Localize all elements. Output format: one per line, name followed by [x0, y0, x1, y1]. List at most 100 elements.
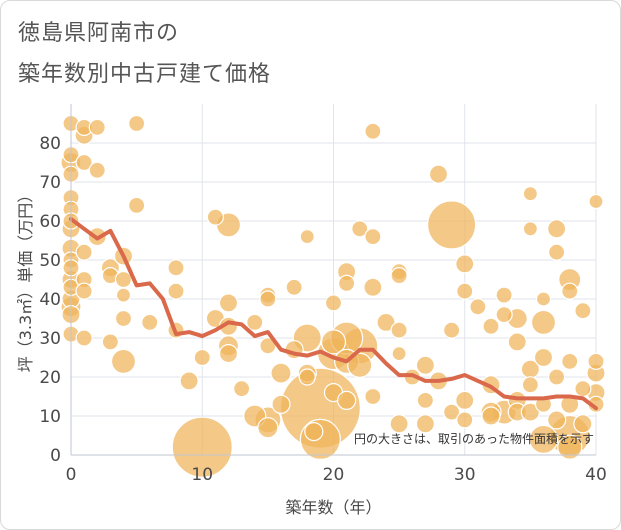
data-point: [114, 309, 133, 328]
data-point: [364, 387, 382, 406]
data-point: [391, 346, 407, 362]
y-tick-label: 70: [39, 173, 61, 193]
data-point: [389, 414, 409, 434]
data-point: [270, 362, 292, 384]
data-point: [141, 313, 159, 331]
data-point: [443, 321, 461, 339]
x-tick-label: 0: [66, 465, 77, 485]
data-point: [573, 414, 593, 434]
data-point: [304, 422, 324, 442]
x-tick-label: 10: [191, 465, 213, 485]
data-point: [456, 282, 474, 300]
data-point: [469, 298, 487, 316]
data-point: [390, 321, 408, 339]
data-point: [561, 352, 579, 370]
data-point: [416, 391, 434, 409]
data-point: [75, 329, 93, 347]
data-point: [364, 228, 382, 246]
data-point: [364, 122, 382, 140]
data-point: [533, 347, 554, 368]
data-point: [587, 352, 605, 370]
data-point: [257, 417, 279, 439]
y-tick-label: 20: [39, 368, 61, 388]
data-point: [415, 355, 435, 375]
data-point: [535, 291, 552, 307]
data-point: [75, 282, 93, 300]
data-point: [495, 306, 513, 324]
data-point: [415, 414, 435, 434]
data-point: [520, 402, 540, 422]
data-point: [298, 368, 316, 386]
trend-line: [69, 217, 598, 411]
data-point: [561, 282, 579, 300]
data-point: [557, 434, 583, 460]
data-point: [548, 368, 566, 386]
data-point: [338, 274, 356, 292]
data-point: [481, 406, 501, 426]
data-point: [390, 267, 408, 285]
data-point: [528, 424, 559, 454]
data-point: [193, 348, 211, 367]
data-point: [299, 229, 315, 245]
data-point: [588, 193, 604, 210]
data-point: [347, 352, 373, 378]
data-point: [324, 294, 343, 312]
data-point: [495, 286, 513, 304]
data-point: [363, 277, 383, 297]
data-point: [171, 416, 233, 478]
data-point: [482, 317, 500, 335]
data-point: [320, 329, 347, 355]
y-tick-label: 60: [39, 212, 61, 232]
data-point: [114, 270, 133, 289]
data-point: [110, 348, 137, 374]
data-point: [548, 243, 566, 261]
x-axis-label: 築年数（年）: [285, 498, 381, 517]
data-point: [233, 380, 251, 398]
data-point: [456, 411, 474, 429]
data-point: [455, 390, 475, 410]
data-point: [88, 161, 106, 179]
chart-title-line-1: 徳島県阿南市の: [18, 21, 180, 46]
data-point: [285, 278, 303, 296]
data-point: [128, 196, 146, 214]
data-point: [218, 344, 239, 364]
data-point: [427, 200, 477, 250]
data-point: [521, 376, 539, 394]
chart-title-line-2: 築年数別中古戸建て価格: [18, 62, 272, 87]
bubble-size-note: 円の大きさは、取引のあった物件面積を示す: [354, 431, 594, 446]
data-point: [246, 313, 264, 331]
data-point: [547, 219, 567, 239]
data-point: [101, 333, 119, 351]
y-axis-label: 坪（3.3㎡）単価（万円）: [16, 187, 35, 372]
y-tick-label: 40: [39, 290, 61, 310]
data-point: [128, 114, 146, 133]
y-tick-label: 10: [39, 407, 61, 427]
data-point: [259, 290, 277, 308]
data-point: [443, 403, 461, 421]
data-point: [206, 208, 224, 226]
data-point: [522, 221, 538, 237]
data-point: [351, 220, 369, 238]
data-point: [218, 293, 239, 313]
y-tick-label: 30: [39, 329, 61, 349]
data-point: [507, 332, 527, 352]
data-point: [271, 394, 291, 414]
y-tick-label: 80: [39, 134, 61, 154]
data-point: [75, 243, 93, 261]
data-point: [574, 380, 592, 398]
y-tick-label: 0: [50, 446, 61, 466]
data-point: [75, 153, 93, 172]
data-point: [455, 254, 475, 274]
data-point: [179, 371, 199, 391]
x-tick-label: 40: [585, 465, 607, 485]
data-point: [522, 186, 538, 202]
data-point: [115, 287, 132, 303]
y-tick-label: 50: [39, 251, 61, 271]
data-point: [88, 118, 106, 137]
x-tick-label: 30: [454, 465, 476, 485]
x-tick-label: 20: [323, 465, 345, 485]
data-point: [376, 312, 396, 332]
data-point: [167, 282, 185, 300]
data-point: [337, 390, 357, 410]
